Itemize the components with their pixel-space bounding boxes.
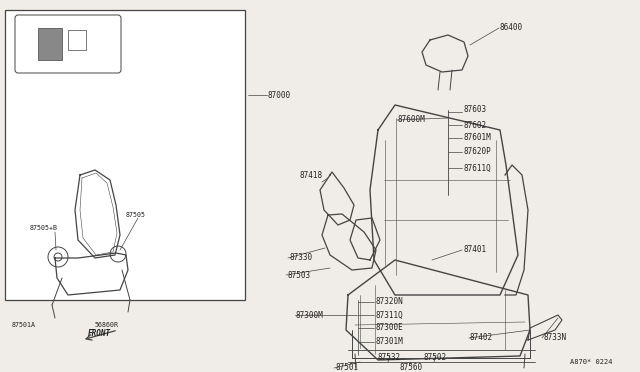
Bar <box>68 30 86 50</box>
Text: 87311Q: 87311Q <box>375 311 403 320</box>
Bar <box>38 28 62 60</box>
FancyBboxPatch shape <box>15 15 121 73</box>
Text: 87401: 87401 <box>463 246 486 254</box>
Text: 87501A: 87501A <box>12 322 36 328</box>
Text: 87301M: 87301M <box>375 337 403 346</box>
Text: 87620P: 87620P <box>463 148 491 157</box>
Text: 87402: 87402 <box>470 334 493 343</box>
Text: 87601M: 87601M <box>463 134 491 142</box>
Bar <box>5 10 245 300</box>
Text: 87503: 87503 <box>287 270 310 279</box>
Text: 87502: 87502 <box>424 353 447 362</box>
Text: 87602: 87602 <box>463 121 486 129</box>
Text: 87330: 87330 <box>290 253 313 263</box>
Text: 87320N: 87320N <box>375 298 403 307</box>
Text: 87300E: 87300E <box>375 324 403 333</box>
Text: 87501: 87501 <box>335 363 358 372</box>
Text: 87611Q: 87611Q <box>463 164 491 173</box>
Text: 87532: 87532 <box>378 353 401 362</box>
Text: FRONT: FRONT <box>88 328 111 337</box>
Text: 87505: 87505 <box>126 212 146 218</box>
Text: 8733N: 8733N <box>543 334 566 343</box>
Text: 56860R: 56860R <box>95 322 119 328</box>
Text: A870* 0224: A870* 0224 <box>570 359 612 365</box>
Text: 87300M: 87300M <box>296 311 324 320</box>
Text: 87600M: 87600M <box>398 115 426 125</box>
Text: 87418: 87418 <box>300 170 323 180</box>
Text: 87505+B: 87505+B <box>30 225 58 231</box>
Text: 86400: 86400 <box>500 23 523 32</box>
Text: 87603: 87603 <box>463 106 486 115</box>
Text: 87000: 87000 <box>268 90 291 99</box>
Text: 87560: 87560 <box>400 363 423 372</box>
